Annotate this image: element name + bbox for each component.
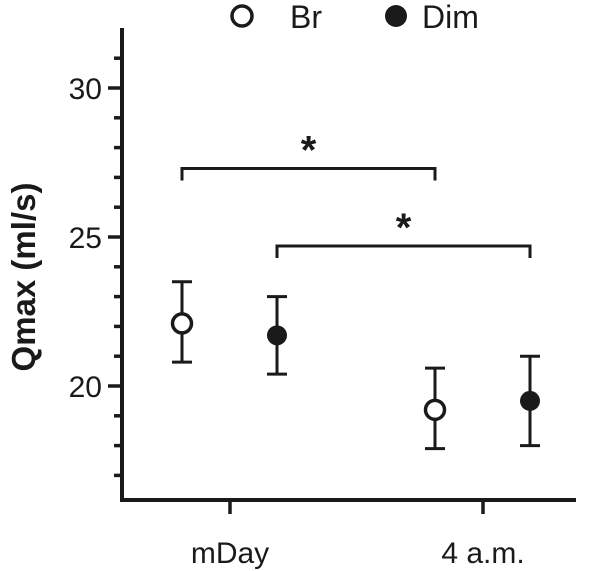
significance-brackets: **	[180, 128, 532, 258]
y-tick-label-25: 25	[69, 222, 102, 255]
point-br-mday-marker	[170, 312, 194, 335]
data-points	[170, 280, 540, 451]
legend-label-br: Br	[290, 0, 322, 35]
point-dim-mday-marker	[267, 325, 287, 346]
point-br-4am-marker	[423, 398, 447, 422]
y-tick-label-30: 30	[69, 73, 102, 106]
bracket-0	[180, 166, 437, 181]
legend: Br Dim	[230, 0, 479, 35]
x-tick-label-mday: mDay	[191, 537, 269, 570]
y-tick-label-20: 20	[69, 371, 102, 404]
y-axis-title: Qmax (ml/s)	[5, 183, 42, 372]
legend-marker-dim	[385, 5, 407, 27]
significance-star-0: *	[301, 128, 317, 172]
bracket-1	[275, 244, 532, 258]
legend-label-dim: Dim	[422, 0, 479, 35]
legend-marker-br	[230, 4, 254, 28]
x-ticks	[228, 500, 485, 514]
point-dim-4am-marker	[520, 390, 540, 411]
y-ticks: 20 25 30	[69, 56, 122, 478]
x-tick-label-4am: 4 a.m.	[441, 537, 524, 570]
significance-star-1: *	[396, 206, 412, 250]
